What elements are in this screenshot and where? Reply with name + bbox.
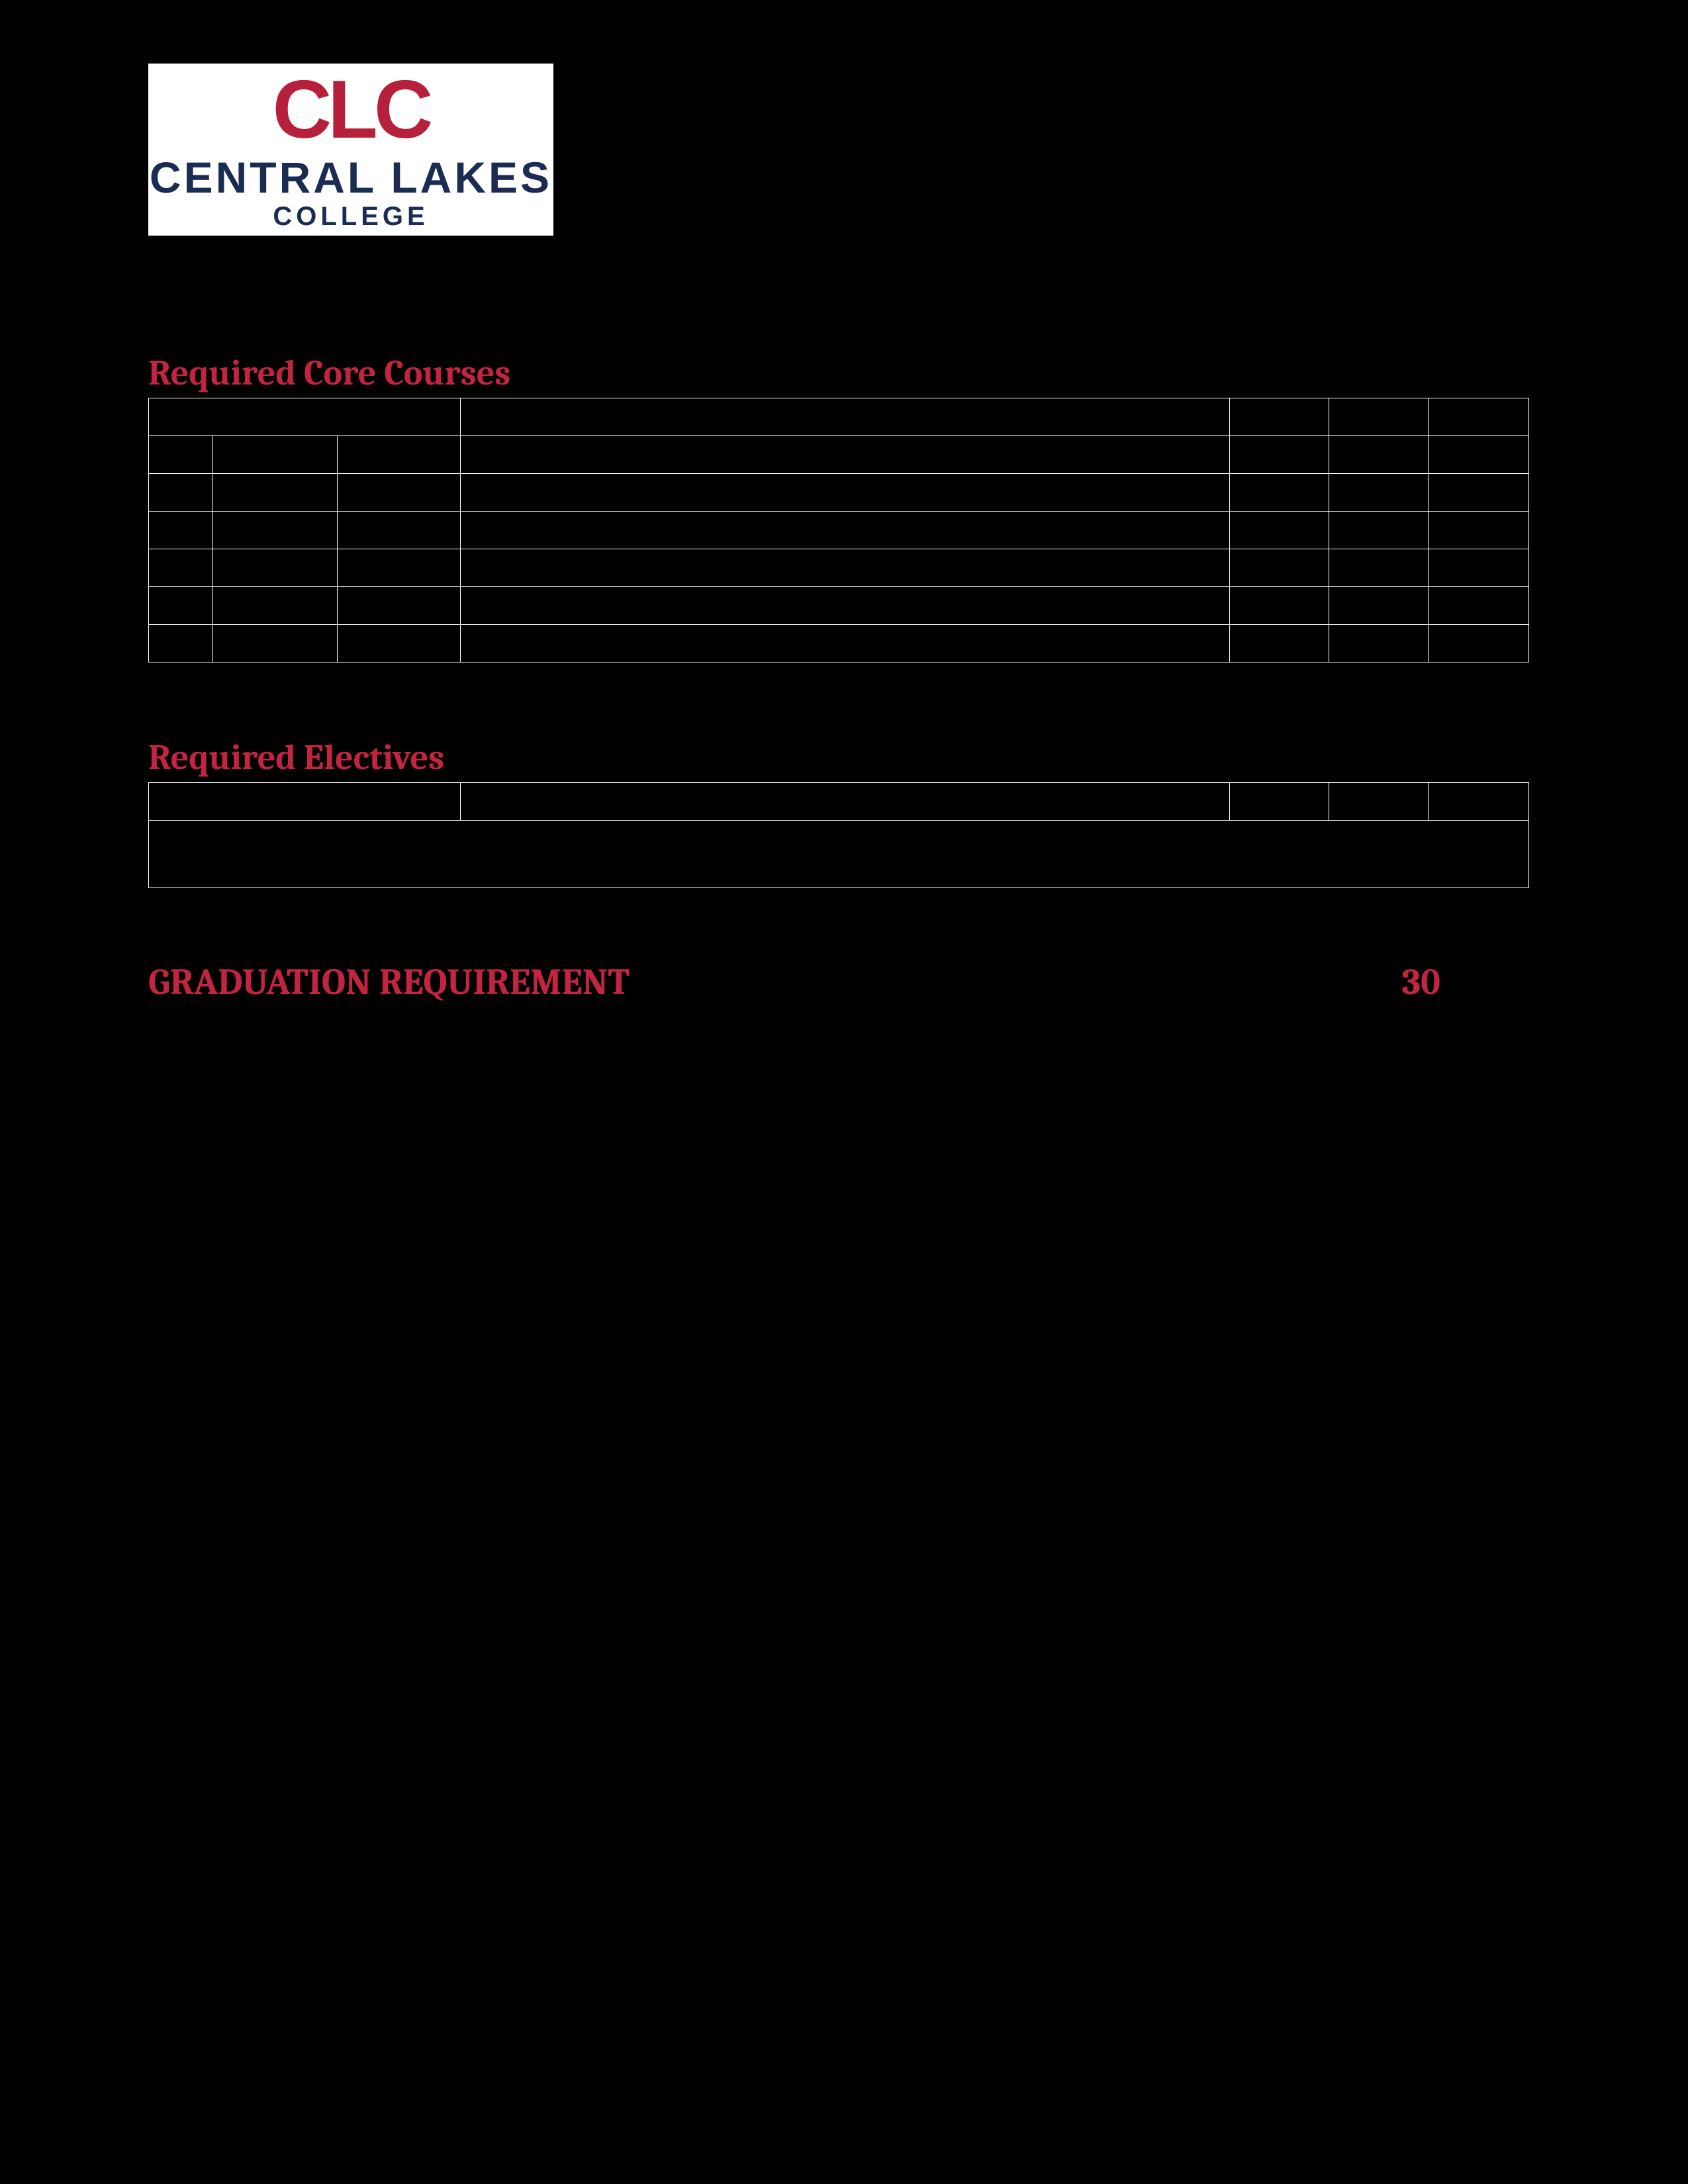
table-header-cell	[1229, 783, 1329, 821]
table-header-cell	[1229, 398, 1329, 436]
table-cell	[1329, 625, 1428, 662]
section-title-electives: Required Electives	[148, 737, 1529, 778]
table-header-cell	[460, 783, 1229, 821]
table-cell	[1329, 549, 1428, 587]
table-cell	[149, 549, 213, 587]
table-row	[149, 625, 1529, 662]
table-cell	[149, 474, 213, 512]
table-cell	[149, 625, 213, 662]
table-cell	[212, 512, 337, 549]
table-cell	[338, 625, 461, 662]
logo-line2: CENTRAL LAKES	[150, 155, 552, 201]
table-cell	[338, 474, 461, 512]
table-row	[149, 549, 1529, 587]
table-cell	[338, 512, 461, 549]
content-area: CLC CENTRAL LAKES COLLEGE Required Core …	[148, 64, 1529, 1003]
table-cell	[1229, 512, 1329, 549]
table-cell	[460, 587, 1229, 625]
table-cell	[1428, 474, 1528, 512]
table-header-cell	[149, 398, 461, 436]
table-cell	[338, 549, 461, 587]
table-header-row	[149, 783, 1529, 821]
table-cell	[149, 436, 213, 474]
electives-table	[148, 782, 1529, 888]
table-cell	[1329, 436, 1428, 474]
table-cell	[338, 587, 461, 625]
table-cell	[1229, 625, 1329, 662]
table-cell	[149, 821, 1529, 888]
table-cell	[149, 512, 213, 549]
table-cell	[212, 625, 337, 662]
table-header-row	[149, 398, 1529, 436]
logo-abbrev: CLC	[273, 69, 430, 151]
table-cell	[460, 512, 1229, 549]
table-cell	[1329, 512, 1428, 549]
table-cell	[1329, 474, 1428, 512]
table-cell	[1428, 512, 1528, 549]
table-cell	[1428, 625, 1528, 662]
table-cell	[338, 436, 461, 474]
table-row	[149, 821, 1529, 888]
section-title-core: Required Core Courses	[148, 352, 1529, 394]
table-cell	[1428, 549, 1528, 587]
table-cell	[212, 474, 337, 512]
table-cell	[212, 549, 337, 587]
core-courses-table	[148, 398, 1529, 662]
document-page: CLC CENTRAL LAKES COLLEGE Required Core …	[0, 0, 1688, 2184]
table-header-cell	[149, 783, 461, 821]
table-header-cell	[1329, 398, 1428, 436]
table-row	[149, 512, 1529, 549]
table-cell	[1428, 436, 1528, 474]
table-cell	[1229, 474, 1329, 512]
table-cell	[212, 436, 337, 474]
table-cell	[460, 474, 1229, 512]
table-cell	[1229, 436, 1329, 474]
table-cell	[460, 549, 1229, 587]
graduation-label: GRADUATION REQUIREMENT	[148, 961, 630, 1003]
table-row	[149, 587, 1529, 625]
table-cell	[149, 587, 213, 625]
logo-line3: COLLEGE	[273, 203, 428, 230]
college-logo: CLC CENTRAL LAKES COLLEGE	[148, 64, 553, 236]
table-header-cell	[1428, 783, 1528, 821]
table-header-cell	[1428, 398, 1528, 436]
table-cell	[1428, 587, 1528, 625]
table-cell	[1229, 587, 1329, 625]
table-row	[149, 474, 1529, 512]
table-cell	[460, 436, 1229, 474]
table-cell	[212, 587, 337, 625]
table-cell	[1229, 549, 1329, 587]
table-cell	[1329, 587, 1428, 625]
graduation-requirement-row: GRADUATION REQUIREMENT 30	[148, 961, 1529, 1003]
table-header-cell	[1329, 783, 1428, 821]
table-header-cell	[460, 398, 1229, 436]
graduation-value: 30	[1402, 961, 1529, 1003]
table-row	[149, 436, 1529, 474]
table-cell	[460, 625, 1229, 662]
